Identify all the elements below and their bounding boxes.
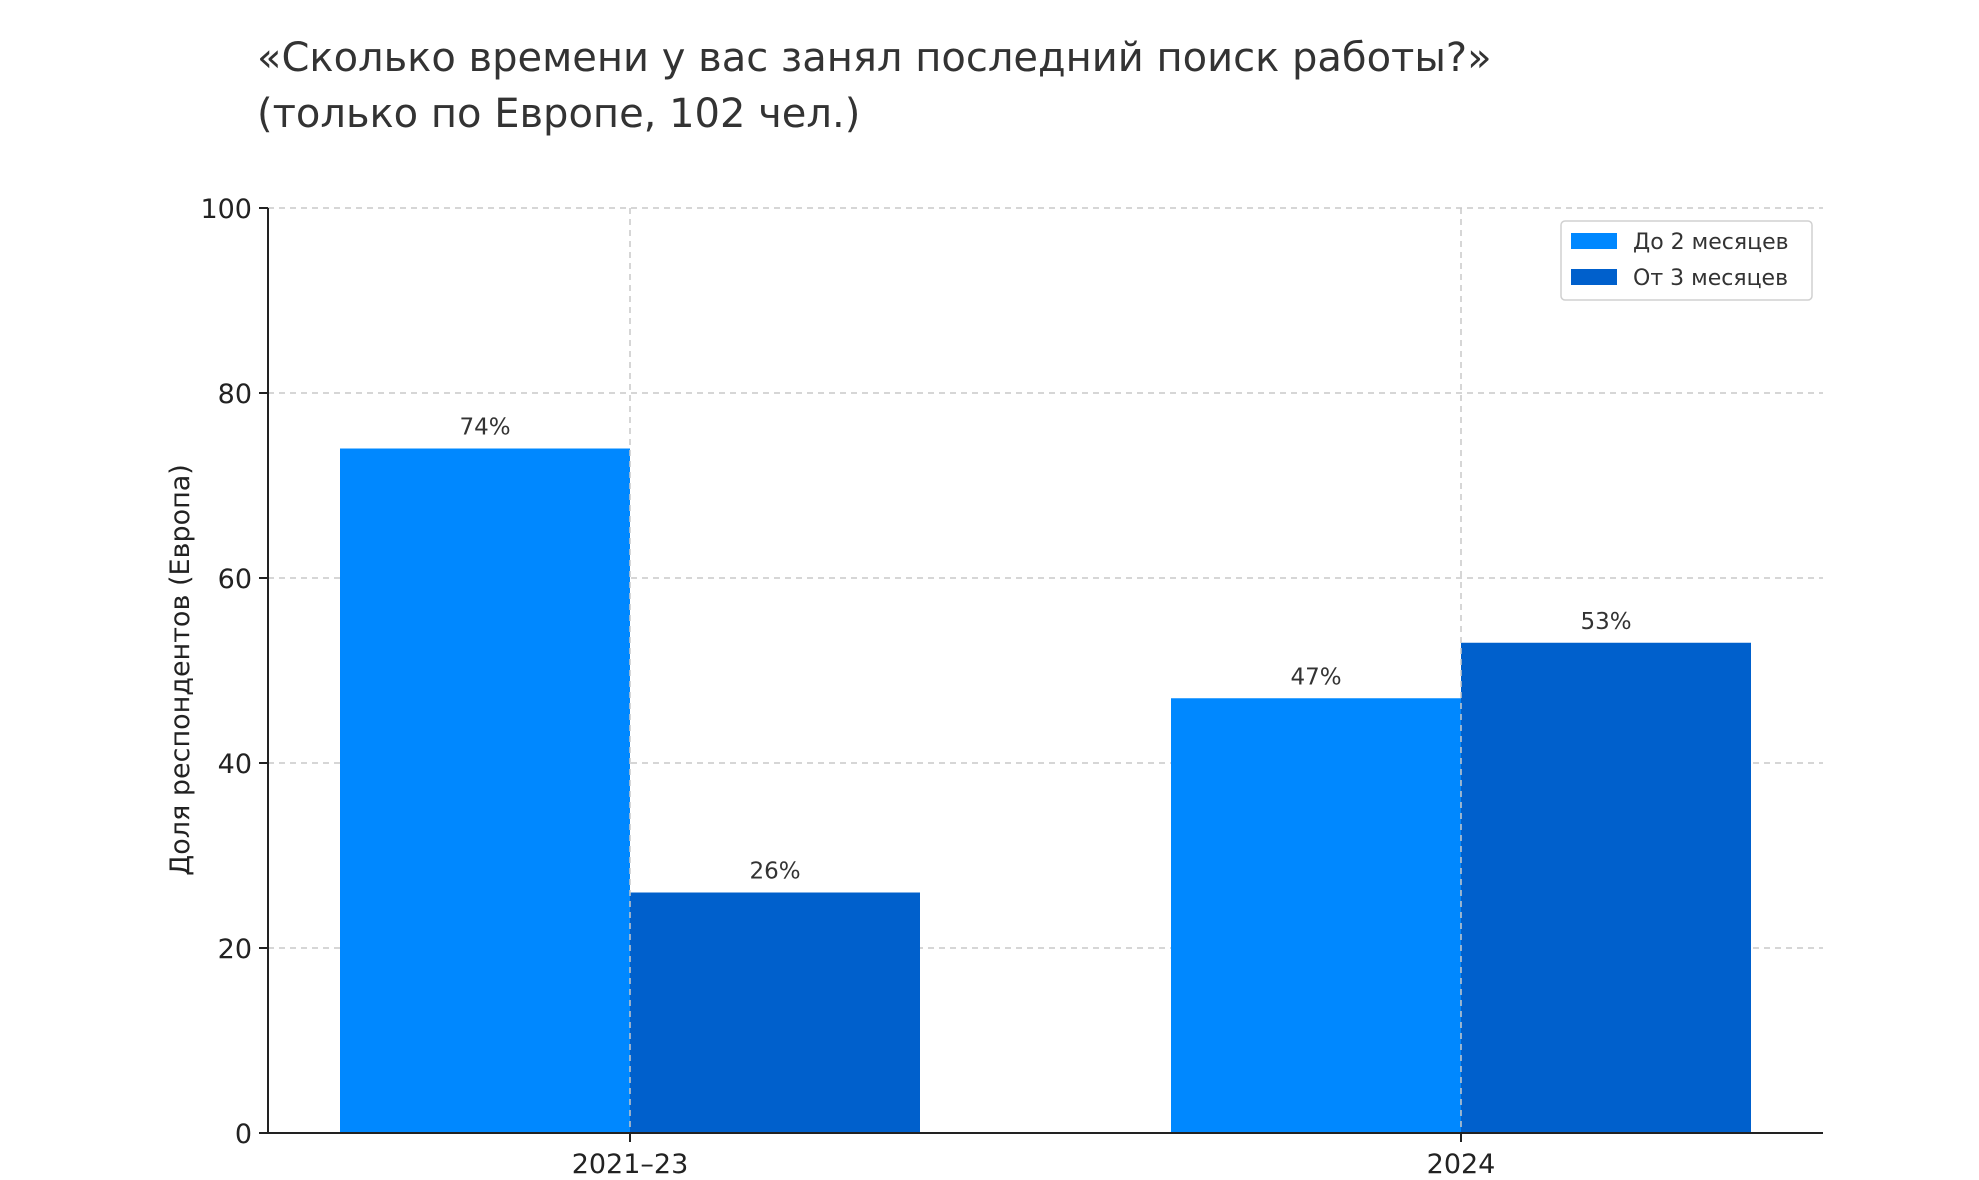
y-tick-label: 100 [200, 194, 252, 225]
legend-label: До 2 месяцев [1633, 230, 1789, 255]
legend-swatch [1571, 269, 1617, 285]
legend: До 2 месяцев От 3 месяцев [1560, 220, 1813, 301]
y-tick-label: 80 [218, 379, 252, 410]
axes [259, 207, 1823, 1142]
bar-2-2 [1461, 642, 1751, 1133]
legend-label: От 3 месяцев [1633, 266, 1788, 291]
bar-value-label: 53% [1580, 609, 1631, 635]
data-labels: 74% 26% 47% 53% [459, 415, 1631, 885]
x-tick-label: 2024 [1427, 1149, 1496, 1180]
legend-swatch [1571, 233, 1617, 249]
bar-value-label: 74% [459, 415, 510, 441]
bar-value-label: 26% [749, 859, 800, 885]
bar-value-label: 47% [1290, 664, 1341, 690]
bar-1-1 [340, 448, 630, 1133]
bar-2-1 [630, 892, 920, 1133]
legend-box [1560, 220, 1813, 301]
bars [340, 448, 1751, 1133]
y-tick-label: 0 [235, 1119, 252, 1150]
y-tick-label: 60 [218, 564, 252, 595]
bar-1-2 [1171, 698, 1461, 1133]
y-axis-label: Доля респондентов (Европа) [165, 464, 196, 876]
y-tick-label: 20 [218, 934, 252, 965]
chart-title: «Сколько времени у вас занял последний п… [257, 35, 1492, 81]
x-tick-label: 2021–23 [572, 1149, 689, 1180]
tick-labels: 0 20 40 60 80 100 2021–23 2024 [200, 194, 1495, 1180]
y-tick-label: 40 [218, 749, 252, 780]
chart-subtitle: (только по Европе, 102 чел.) [257, 91, 861, 137]
vertical-grid-lines [629, 208, 1462, 1133]
chart-title-block: «Сколько времени у вас занял последний п… [257, 30, 1492, 142]
